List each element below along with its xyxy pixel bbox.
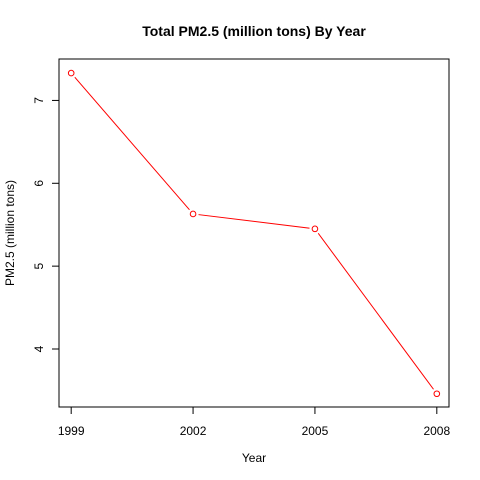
y-tick-label: 5 [32,262,46,269]
data-point [67,69,75,77]
data-point [433,390,441,398]
x-tick-label: 2008 [423,424,450,438]
plot-frame [58,58,450,408]
x-tick-label: 1999 [58,424,85,438]
data-point [311,225,319,233]
y-axis-label: PM2.5 (million tons) [3,180,17,286]
y-tick-label: 6 [32,180,46,187]
x-tick-label: 2002 [180,424,207,438]
x-axis-label: Year [242,451,266,465]
series-layer [65,67,443,400]
series-line [70,72,438,395]
chart-title: Total PM2.5 (million tons) By Year [142,23,366,39]
y-axis: 4 5 6 7 [32,97,60,352]
x-tick-label: 2005 [302,424,329,438]
x-axis: 1999 2002 2005 2008 [58,406,450,438]
y-tick-label: 7 [32,97,46,104]
y-tick-label: 4 [32,345,46,352]
data-point [189,210,197,218]
